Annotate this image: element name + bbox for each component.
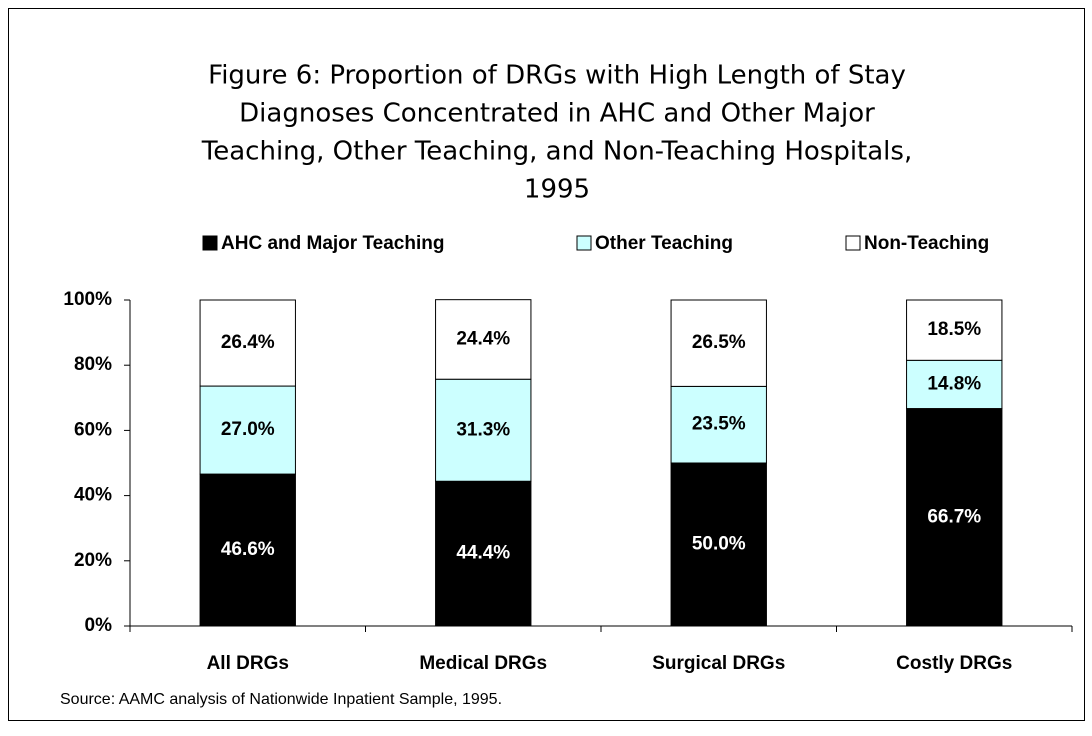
data-label: 23.5% <box>692 414 746 435</box>
bar-segment <box>199 299 296 387</box>
data-label: 27.0% <box>221 419 275 440</box>
x-tick-label: Surgical DRGs <box>652 653 785 674</box>
frame <box>8 8 1085 721</box>
data-label: 26.4% <box>221 332 275 353</box>
y-tick-label: 100% <box>63 289 112 310</box>
legend-label: AHC and Major Teaching <box>221 233 444 254</box>
bar-segment <box>670 299 767 387</box>
bar-segment <box>435 299 532 380</box>
bar-segment <box>670 462 767 627</box>
data-label: 31.3% <box>456 419 510 440</box>
x-tick-label: All DRGs <box>207 653 289 674</box>
data-label: 44.4% <box>456 543 510 564</box>
x-tick-label: Costly DRGs <box>896 653 1012 674</box>
bar-segment <box>906 299 1003 361</box>
y-tick-label: 80% <box>74 354 112 375</box>
chart-title: Diagnoses Concentrated in AHC and Other … <box>239 99 875 129</box>
y-tick-label: 60% <box>74 419 112 440</box>
data-label: 24.4% <box>456 328 510 349</box>
data-label: 14.8% <box>927 373 981 394</box>
y-tick-label: 40% <box>74 485 112 506</box>
source-note: Source: AAMC analysis of Nationwide Inpa… <box>60 691 502 708</box>
legend-swatch <box>202 235 218 251</box>
legend-swatch <box>576 235 592 251</box>
x-tick-label: Medical DRGs <box>419 653 547 674</box>
y-tick-label: 20% <box>74 550 112 571</box>
legend-label: Other Teaching <box>595 233 733 254</box>
data-label: 50.0% <box>692 534 746 555</box>
chart-title: Teaching, Other Teaching, and Non-Teachi… <box>201 137 912 167</box>
chart-title: 1995 <box>524 175 590 205</box>
data-label: 18.5% <box>927 319 981 340</box>
bar-segment <box>435 480 532 627</box>
data-label: 46.6% <box>221 539 275 560</box>
bar-segment <box>199 473 296 627</box>
bar-segment <box>670 385 767 464</box>
bar-segment <box>906 359 1003 410</box>
legend-swatch <box>845 235 861 251</box>
data-label: 66.7% <box>927 506 981 527</box>
data-label: 26.5% <box>692 332 746 353</box>
y-tick-label: 0% <box>85 615 113 636</box>
bar-segment <box>435 378 532 482</box>
legend-label: Non-Teaching <box>864 233 989 254</box>
chart-title: Figure 6: Proportion of DRGs with High L… <box>208 61 906 91</box>
bar-segment <box>199 385 296 475</box>
